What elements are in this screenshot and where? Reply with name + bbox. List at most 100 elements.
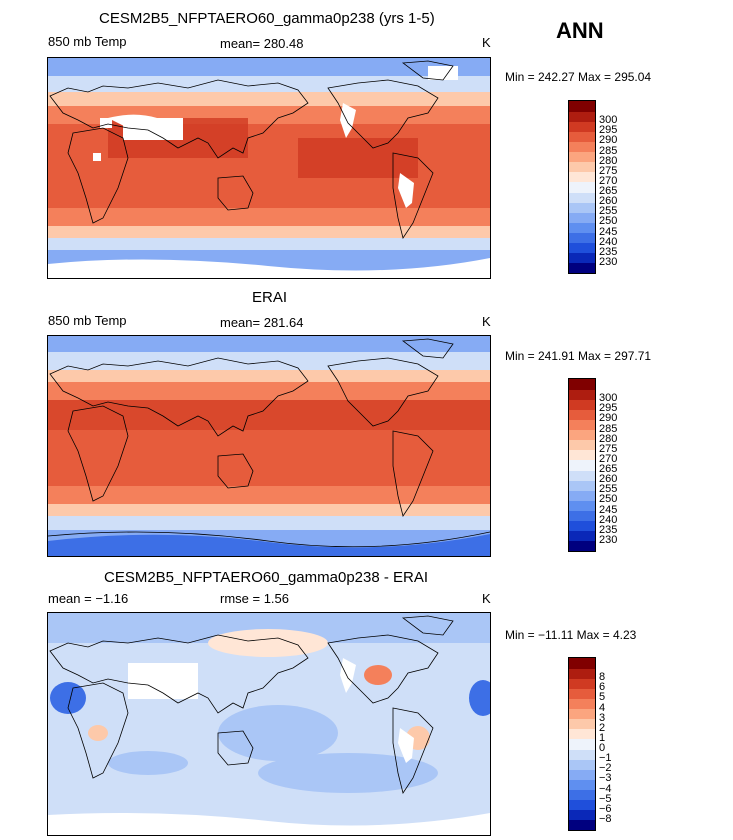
colorbar-tick-label: 2: [599, 721, 606, 734]
panel1-map: [47, 57, 491, 279]
colorbar-segment: [569, 181, 595, 193]
colorbar-segment: [569, 192, 595, 203]
colorbar-segment: [569, 540, 595, 552]
colorbar-tick-label: 240: [599, 235, 618, 248]
colorbar-segment: [569, 151, 595, 163]
colorbar-segment: [569, 242, 595, 254]
colorbar-tick-label: 265: [599, 185, 618, 198]
colorbar-segment: [569, 749, 595, 760]
colorbar-tick-label: 270: [599, 452, 618, 465]
panel2-mean-label: mean= 281.64: [220, 315, 304, 330]
colorbar-segment: [569, 769, 595, 780]
panel2-units-label: K: [482, 314, 491, 329]
colorbar-segment: [569, 399, 595, 410]
colorbar-tick-label: −6: [599, 802, 612, 815]
panel2-colorbar: [568, 378, 596, 552]
panel3-title: CESM2B5_NFPTAERO60_gamma0p238 - ERAI: [104, 569, 429, 586]
panel2-minmax-label: Min = 241.91 Max = 297.71: [505, 349, 652, 363]
colorbar-segment: [569, 419, 595, 431]
colorbar-segment: [569, 708, 595, 720]
panel3-map: [47, 612, 491, 836]
colorbar-segment: [569, 131, 595, 142]
colorbar-segment: [569, 510, 595, 522]
colorbar-segment: [569, 809, 595, 821]
colorbar-segment: [569, 449, 595, 461]
colorbar-segment: [569, 738, 595, 750]
colorbar-segment: [569, 232, 595, 244]
colorbar-tick-label: 240: [599, 513, 618, 526]
colorbar-tick-label: −1: [599, 752, 612, 765]
colorbar-segment: [569, 429, 595, 441]
colorbar-tick-label: 255: [599, 205, 618, 218]
colorbar-tick-label: 245: [599, 503, 618, 516]
panel1-minmax-label: Min = 242.27 Max = 295.04: [505, 70, 652, 84]
colorbar-tick-label: 230: [599, 533, 618, 546]
panel2-variable-label: 850 mb Temp: [48, 313, 127, 328]
colorbar-tick-label: 230: [599, 255, 618, 268]
panel1-colorbar: [568, 100, 596, 274]
season-label: ANN: [556, 18, 604, 43]
colorbar-tick-label: 265: [599, 463, 618, 476]
colorbar-tick-label: 6: [599, 681, 606, 694]
colorbar-segment: [569, 379, 595, 390]
colorbar-segment: [569, 658, 595, 669]
panel3-minmax-label: Min = −11.11 Max = 4.23: [505, 628, 637, 642]
panel1-variable-label: 850 mb Temp: [48, 34, 127, 49]
colorbar-tick-label: 250: [599, 215, 618, 228]
colorbar-segment: [569, 439, 595, 451]
panel3-colorbar: [568, 657, 596, 831]
colorbar-segment: [569, 171, 595, 183]
colorbar-segment: [569, 480, 595, 491]
panel2-contour-field: [48, 336, 490, 556]
colorbar-tick-label: 4: [599, 701, 606, 714]
colorbar-tick-label: 295: [599, 402, 618, 415]
colorbar-segment: [569, 212, 595, 223]
colorbar-tick-label: 5: [599, 691, 606, 704]
colorbar-tick-label: 260: [599, 473, 618, 486]
colorbar-segment: [569, 101, 595, 112]
colorbar-tick-label: −8: [599, 812, 612, 825]
colorbar-tick-label: 245: [599, 225, 618, 238]
colorbar-segment: [569, 678, 595, 689]
colorbar-segment: [569, 500, 595, 512]
colorbar-segment: [569, 718, 595, 730]
colorbar-segment: [569, 459, 595, 471]
colorbar-tick-label: 280: [599, 154, 618, 167]
panel3-units-label: K: [482, 591, 491, 606]
colorbar-tick-label: 290: [599, 134, 618, 147]
colorbar-tick-label: 300: [599, 392, 618, 405]
colorbar-segment: [569, 688, 595, 699]
colorbar-segment: [569, 389, 595, 400]
panel1-contour-field: [48, 58, 490, 278]
panel2-title: ERAI: [252, 289, 288, 306]
colorbar-tick-label: 295: [599, 124, 618, 137]
colorbar-segment: [569, 409, 595, 420]
panel1-mean-label: mean= 280.48: [220, 36, 304, 51]
colorbar-segment: [569, 728, 595, 740]
colorbar-segment: [569, 222, 595, 234]
colorbar-segment: [569, 111, 595, 122]
colorbar-tick-label: 300: [599, 114, 618, 127]
colorbar-tick-label: −2: [599, 762, 612, 775]
colorbar-tick-label: 0: [599, 742, 606, 755]
panel3-rmse-label: rmse = 1.56: [220, 591, 290, 606]
colorbar-segment: [569, 121, 595, 132]
colorbar-tick-label: −4: [599, 782, 612, 795]
colorbar-segment: [569, 819, 595, 831]
colorbar-tick-label: 8: [599, 671, 606, 684]
panel3-mean-label: mean = −1.16: [48, 591, 129, 606]
colorbar-tick-label: 275: [599, 164, 618, 177]
colorbar-segment: [569, 161, 595, 173]
colorbar-segment: [569, 799, 595, 811]
colorbar-tick-label: 275: [599, 442, 618, 455]
colorbar-tick-label: 280: [599, 432, 618, 445]
colorbar-segment: [569, 779, 595, 791]
colorbar-tick-label: −5: [599, 792, 612, 805]
panel2-map: [47, 335, 491, 557]
panel3-contour-field: [48, 613, 490, 835]
colorbar-segment: [569, 202, 595, 213]
colorbar-tick-label: 235: [599, 245, 618, 258]
colorbar-segment: [569, 520, 595, 532]
colorbar-segment: [569, 759, 595, 770]
colorbar-tick-label: 1: [599, 731, 606, 744]
